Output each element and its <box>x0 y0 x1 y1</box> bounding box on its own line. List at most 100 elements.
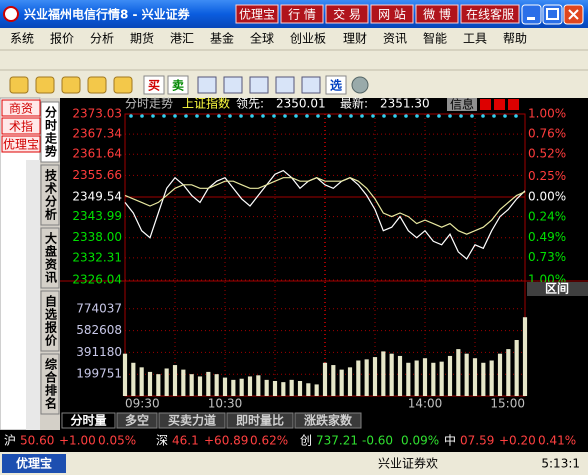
volume-bar <box>289 379 294 396</box>
quote-change: -0.60 <box>362 434 393 448</box>
minimize-button[interactable] <box>521 4 542 25</box>
side-tab-label: 自选报价 <box>44 294 58 347</box>
title-button[interactable] <box>370 4 414 24</box>
tool-icon[interactable] <box>275 76 295 94</box>
percent-tick-label: 0.76% <box>528 126 566 140</box>
bottom-tab[interactable] <box>116 412 158 429</box>
volume-bar <box>489 360 494 396</box>
tool-icon[interactable] <box>61 76 81 94</box>
menu-item[interactable]: 理财 <box>343 32 367 46</box>
app-icon <box>3 6 19 22</box>
side-list-item[interactable] <box>1 117 41 135</box>
side-tab[interactable] <box>40 290 60 352</box>
volume-bar <box>322 362 328 396</box>
pick-button[interactable] <box>325 75 347 95</box>
side-tab[interactable] <box>40 227 60 289</box>
volume-bar <box>156 374 161 396</box>
maximize-button[interactable] <box>542 4 563 25</box>
view-name: 分时走势 <box>125 97 173 111</box>
volume-bar <box>339 369 344 396</box>
panel-button[interactable] <box>480 99 491 110</box>
title-button[interactable] <box>235 4 279 24</box>
volume-bar <box>147 371 153 396</box>
menu-item[interactable]: 智能 <box>423 31 447 46</box>
bottom-tab[interactable] <box>61 412 116 429</box>
marker-dot <box>195 114 199 118</box>
marker-dot <box>415 114 419 118</box>
volume-bar <box>272 381 278 396</box>
title-button[interactable] <box>415 4 459 24</box>
buy-label: 买 <box>148 79 160 93</box>
tool-icon[interactable] <box>87 76 107 94</box>
menu-item[interactable]: 资讯 <box>383 32 407 46</box>
side-tab-label: 大盘资讯 <box>44 231 58 284</box>
panel-button[interactable] <box>508 99 519 110</box>
volume-bar <box>447 355 453 396</box>
volume-bar <box>181 369 186 396</box>
time-label: 09:30 <box>125 397 160 411</box>
volume-tick-label: 199751 <box>76 367 122 381</box>
sell-button[interactable] <box>167 75 189 95</box>
marker-dot <box>129 114 133 118</box>
side-tab-label: 技术分析 <box>44 168 58 221</box>
marker-dot <box>151 114 155 118</box>
marker-dot <box>360 114 364 118</box>
marker-dot <box>437 114 441 118</box>
marker-dot <box>481 114 485 118</box>
buy-button[interactable] <box>143 75 165 95</box>
tool-icon[interactable] <box>197 76 217 94</box>
side-list-item[interactable] <box>1 135 41 153</box>
index-name: 上证指数 <box>182 96 230 111</box>
volume-bar <box>522 317 528 396</box>
percent-tick-label: 0.73% <box>528 250 566 264</box>
menu-item[interactable]: 报价 <box>50 31 74 46</box>
status-bar <box>0 452 588 475</box>
menu-item[interactable]: 期货 <box>130 31 154 46</box>
menu-item[interactable]: 分析 <box>90 32 114 46</box>
marker-dot <box>272 114 276 118</box>
tool-icon[interactable] <box>223 76 243 94</box>
window-title: 兴业福州电信行情8 - 兴业证券 <box>24 7 191 22</box>
menu-item[interactable]: 基金 <box>210 31 234 46</box>
price-line <box>124 177 526 235</box>
tool-icon[interactable] <box>35 76 55 94</box>
side-list-item[interactable] <box>1 99 41 117</box>
volume-bar <box>381 351 386 396</box>
title-button[interactable] <box>280 4 324 24</box>
menu-item[interactable]: 帮助 <box>503 32 527 46</box>
range-box[interactable] <box>527 282 588 296</box>
bottom-tab[interactable] <box>226 412 294 429</box>
side-tab[interactable] <box>40 353 60 415</box>
menu-item[interactable]: 港汇 <box>170 32 194 46</box>
menu-item[interactable]: 全球 <box>250 31 274 46</box>
title-button[interactable] <box>325 4 369 24</box>
volume-bar <box>281 382 286 396</box>
tool-icon[interactable] <box>249 76 269 94</box>
title-button[interactable] <box>460 4 520 24</box>
side-tab[interactable] <box>40 101 60 163</box>
broker: 兴业证券欢 <box>378 456 438 471</box>
menu-item[interactable]: 系统 <box>10 32 34 46</box>
tool-icon[interactable] <box>301 76 321 94</box>
menu-item[interactable]: 创业板 <box>290 32 326 46</box>
side-tab[interactable] <box>40 164 60 226</box>
quote-percent: 0.09% <box>401 434 439 448</box>
settings-icon[interactable] <box>351 76 369 94</box>
quote-change: +1.00 <box>59 434 96 448</box>
percent-tick-label: 1.00% <box>528 107 566 121</box>
bottom-tab[interactable] <box>158 412 226 429</box>
volume-bar <box>464 353 469 396</box>
quote-name: 中 <box>444 433 456 448</box>
volume-bar <box>481 362 486 396</box>
tool-icon[interactable] <box>113 76 133 94</box>
volume-bar <box>256 375 261 396</box>
brand-box[interactable] <box>2 454 66 473</box>
panel-button[interactable] <box>494 99 505 110</box>
info-box[interactable] <box>447 98 477 111</box>
volume-bar <box>331 365 336 396</box>
bottom-tab[interactable] <box>294 412 362 429</box>
menu-item[interactable]: 工具 <box>463 32 487 46</box>
quote-name: 沪 <box>4 434 16 448</box>
last-label: 最新: <box>340 96 368 111</box>
tool-icon[interactable] <box>9 76 29 94</box>
